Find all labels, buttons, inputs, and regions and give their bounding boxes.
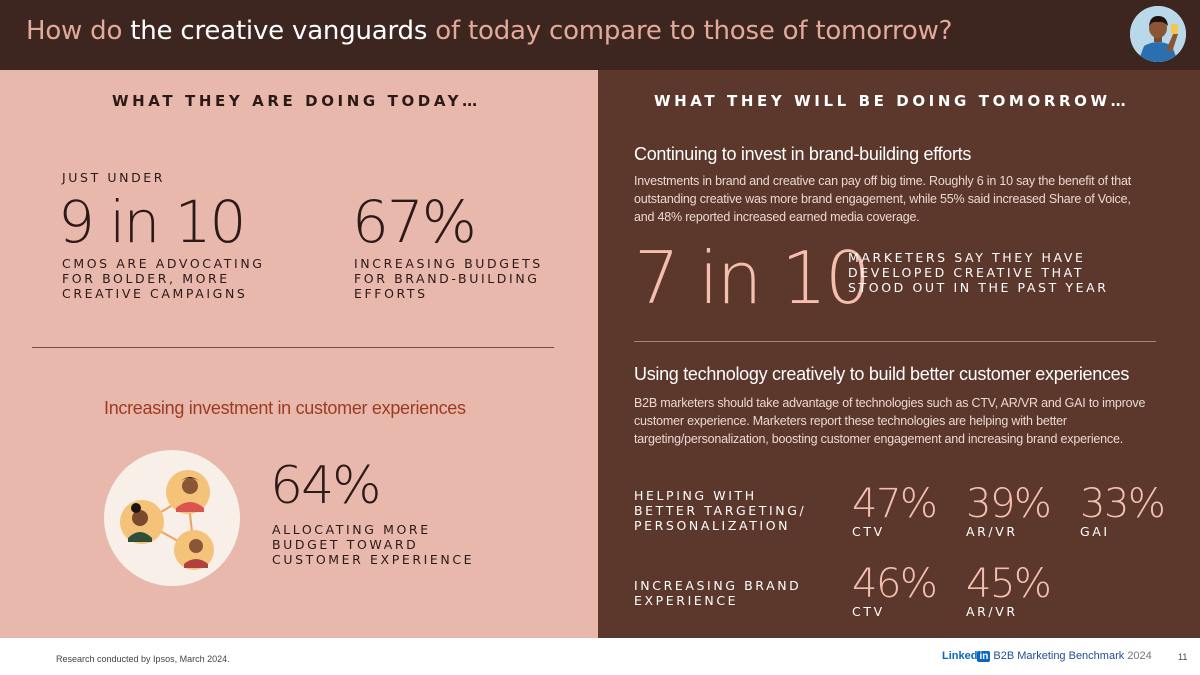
- stat-technology: GAI: [1080, 524, 1110, 539]
- report-year: 2024: [1127, 650, 1152, 662]
- today-section-heading: WHAT THEY ARE DOING TODAY…: [112, 92, 481, 110]
- connected-people-icon: [104, 450, 240, 586]
- stat3-desc-line: BUDGET TOWARD: [272, 537, 419, 552]
- creative-stat-value: 7 in 10: [634, 236, 871, 320]
- stat-percent: 33%: [1080, 481, 1166, 527]
- targeting-gai-stat: 33% GAI: [1080, 481, 1166, 539]
- stat3-desc-line: CUSTOMER EXPERIENCE: [272, 552, 475, 567]
- linkedin-logo-text: Linked: [942, 650, 978, 662]
- brand-experience-label-line: INCREASING BRAND: [634, 578, 802, 593]
- creative-desc-line: DEVELOPED CREATIVE THAT: [848, 265, 1085, 280]
- stat1-prefix: JUST UNDER: [62, 170, 166, 185]
- brand-building-heading: Continuing to invest in brand-building e…: [634, 144, 972, 164]
- creative-desc-line: STOOD OUT IN THE PAST YEAR: [848, 280, 1109, 295]
- title-highlight: the creative vanguards: [130, 16, 428, 46]
- page-title: How do the creative vanguards of today c…: [26, 16, 952, 46]
- report-name: B2B Marketing Benchmark: [993, 650, 1125, 662]
- stat1-desc-line: FOR BOLDER, MORE: [62, 271, 230, 286]
- title-part-3: of today compare to those of tomorrow?: [427, 16, 953, 46]
- stat-percent: 47%: [852, 481, 938, 527]
- stat1-desc-line: CMOs ARE ADVOCATING: [62, 256, 265, 271]
- person-avatar-icon: [1130, 6, 1186, 62]
- stat2-desc-line: EFFORTS: [354, 286, 428, 301]
- targeting-arvr-stat: 39% AR/VR: [966, 481, 1052, 539]
- experience-arvr-stat: 45% AR/VR: [966, 561, 1052, 619]
- stat2-desc-line: INCREASING BUDGETS: [354, 256, 543, 271]
- customer-experience-heading: Increasing investment in customer experi…: [104, 398, 466, 418]
- today-divider: [32, 347, 554, 348]
- linkedin-logo-icon: in: [977, 651, 991, 662]
- stat-percent: 45%: [966, 561, 1052, 607]
- technology-heading: Using technology creatively to build bet…: [634, 364, 1130, 384]
- header-bar: How do the creative vanguards of today c…: [0, 0, 1200, 70]
- creative-stat-description: MARKETERS SAY THEY HAVE DEVELOPED CREATI…: [848, 250, 1109, 295]
- today-panel: WHAT THEY ARE DOING TODAY… JUST UNDER 9 …: [0, 70, 598, 638]
- brand-experience-label: INCREASING BRAND EXPERIENCE: [634, 578, 801, 608]
- title-part-1: How do: [26, 16, 131, 46]
- stat-technology: CTV: [852, 604, 885, 619]
- tomorrow-divider: [634, 341, 1156, 342]
- stat1-desc-line: CREATIVE CAMPAIGNS: [62, 286, 248, 301]
- stat-percent: 46%: [852, 561, 938, 607]
- stat3-value: 64%: [270, 456, 382, 516]
- footer-branding: Linked in B2B Marketing Benchmark 2024: [942, 650, 1152, 662]
- experience-ctv-stat: 46% CTV: [852, 561, 938, 619]
- stat-technology: AR/VR: [966, 604, 1018, 619]
- targeting-label-line: PERSONALIZATION: [634, 518, 791, 533]
- stat2-description: INCREASING BUDGETS FOR BRAND-BUILDING EF…: [354, 256, 543, 301]
- targeting-label-line: BETTER TARGETING/: [634, 503, 807, 518]
- stat-technology: AR/VR: [966, 524, 1018, 539]
- tomorrow-panel: WHAT THEY WILL BE DOING TOMORROW… Contin…: [598, 70, 1200, 638]
- brand-building-body: Investments in brand and creative can pa…: [634, 174, 1132, 224]
- stat2-value: 67%: [352, 188, 477, 256]
- stat-technology: CTV: [852, 524, 885, 539]
- page-number: 11: [1178, 652, 1188, 662]
- stat1-value: 9 in 10: [58, 188, 246, 256]
- technology-body: B2B marketers should take advantage of t…: [634, 396, 1146, 446]
- creative-desc-line: MARKETERS SAY THEY HAVE: [848, 250, 1086, 265]
- research-note: Research conducted by Ipsos, March 2024.: [56, 654, 230, 664]
- stat-percent: 39%: [966, 481, 1052, 527]
- tomorrow-section-heading: WHAT THEY WILL BE DOING TOMORROW…: [654, 92, 1130, 110]
- stat1-description: CMOs ARE ADVOCATING FOR BOLDER, MORE CRE…: [62, 256, 265, 301]
- stat2-desc-line: FOR BRAND-BUILDING: [354, 271, 540, 286]
- stat3-description: ALLOCATING MORE BUDGET TOWARD CUSTOMER E…: [272, 522, 474, 567]
- targeting-label: HELPING WITH BETTER TARGETING/ PERSONALI…: [634, 488, 806, 533]
- targeting-label-line: HELPING WITH: [634, 488, 757, 503]
- stat3-desc-line: ALLOCATING MORE: [272, 522, 431, 537]
- targeting-ctv-stat: 47% CTV: [852, 481, 938, 539]
- brand-experience-label-line: EXPERIENCE: [634, 593, 739, 608]
